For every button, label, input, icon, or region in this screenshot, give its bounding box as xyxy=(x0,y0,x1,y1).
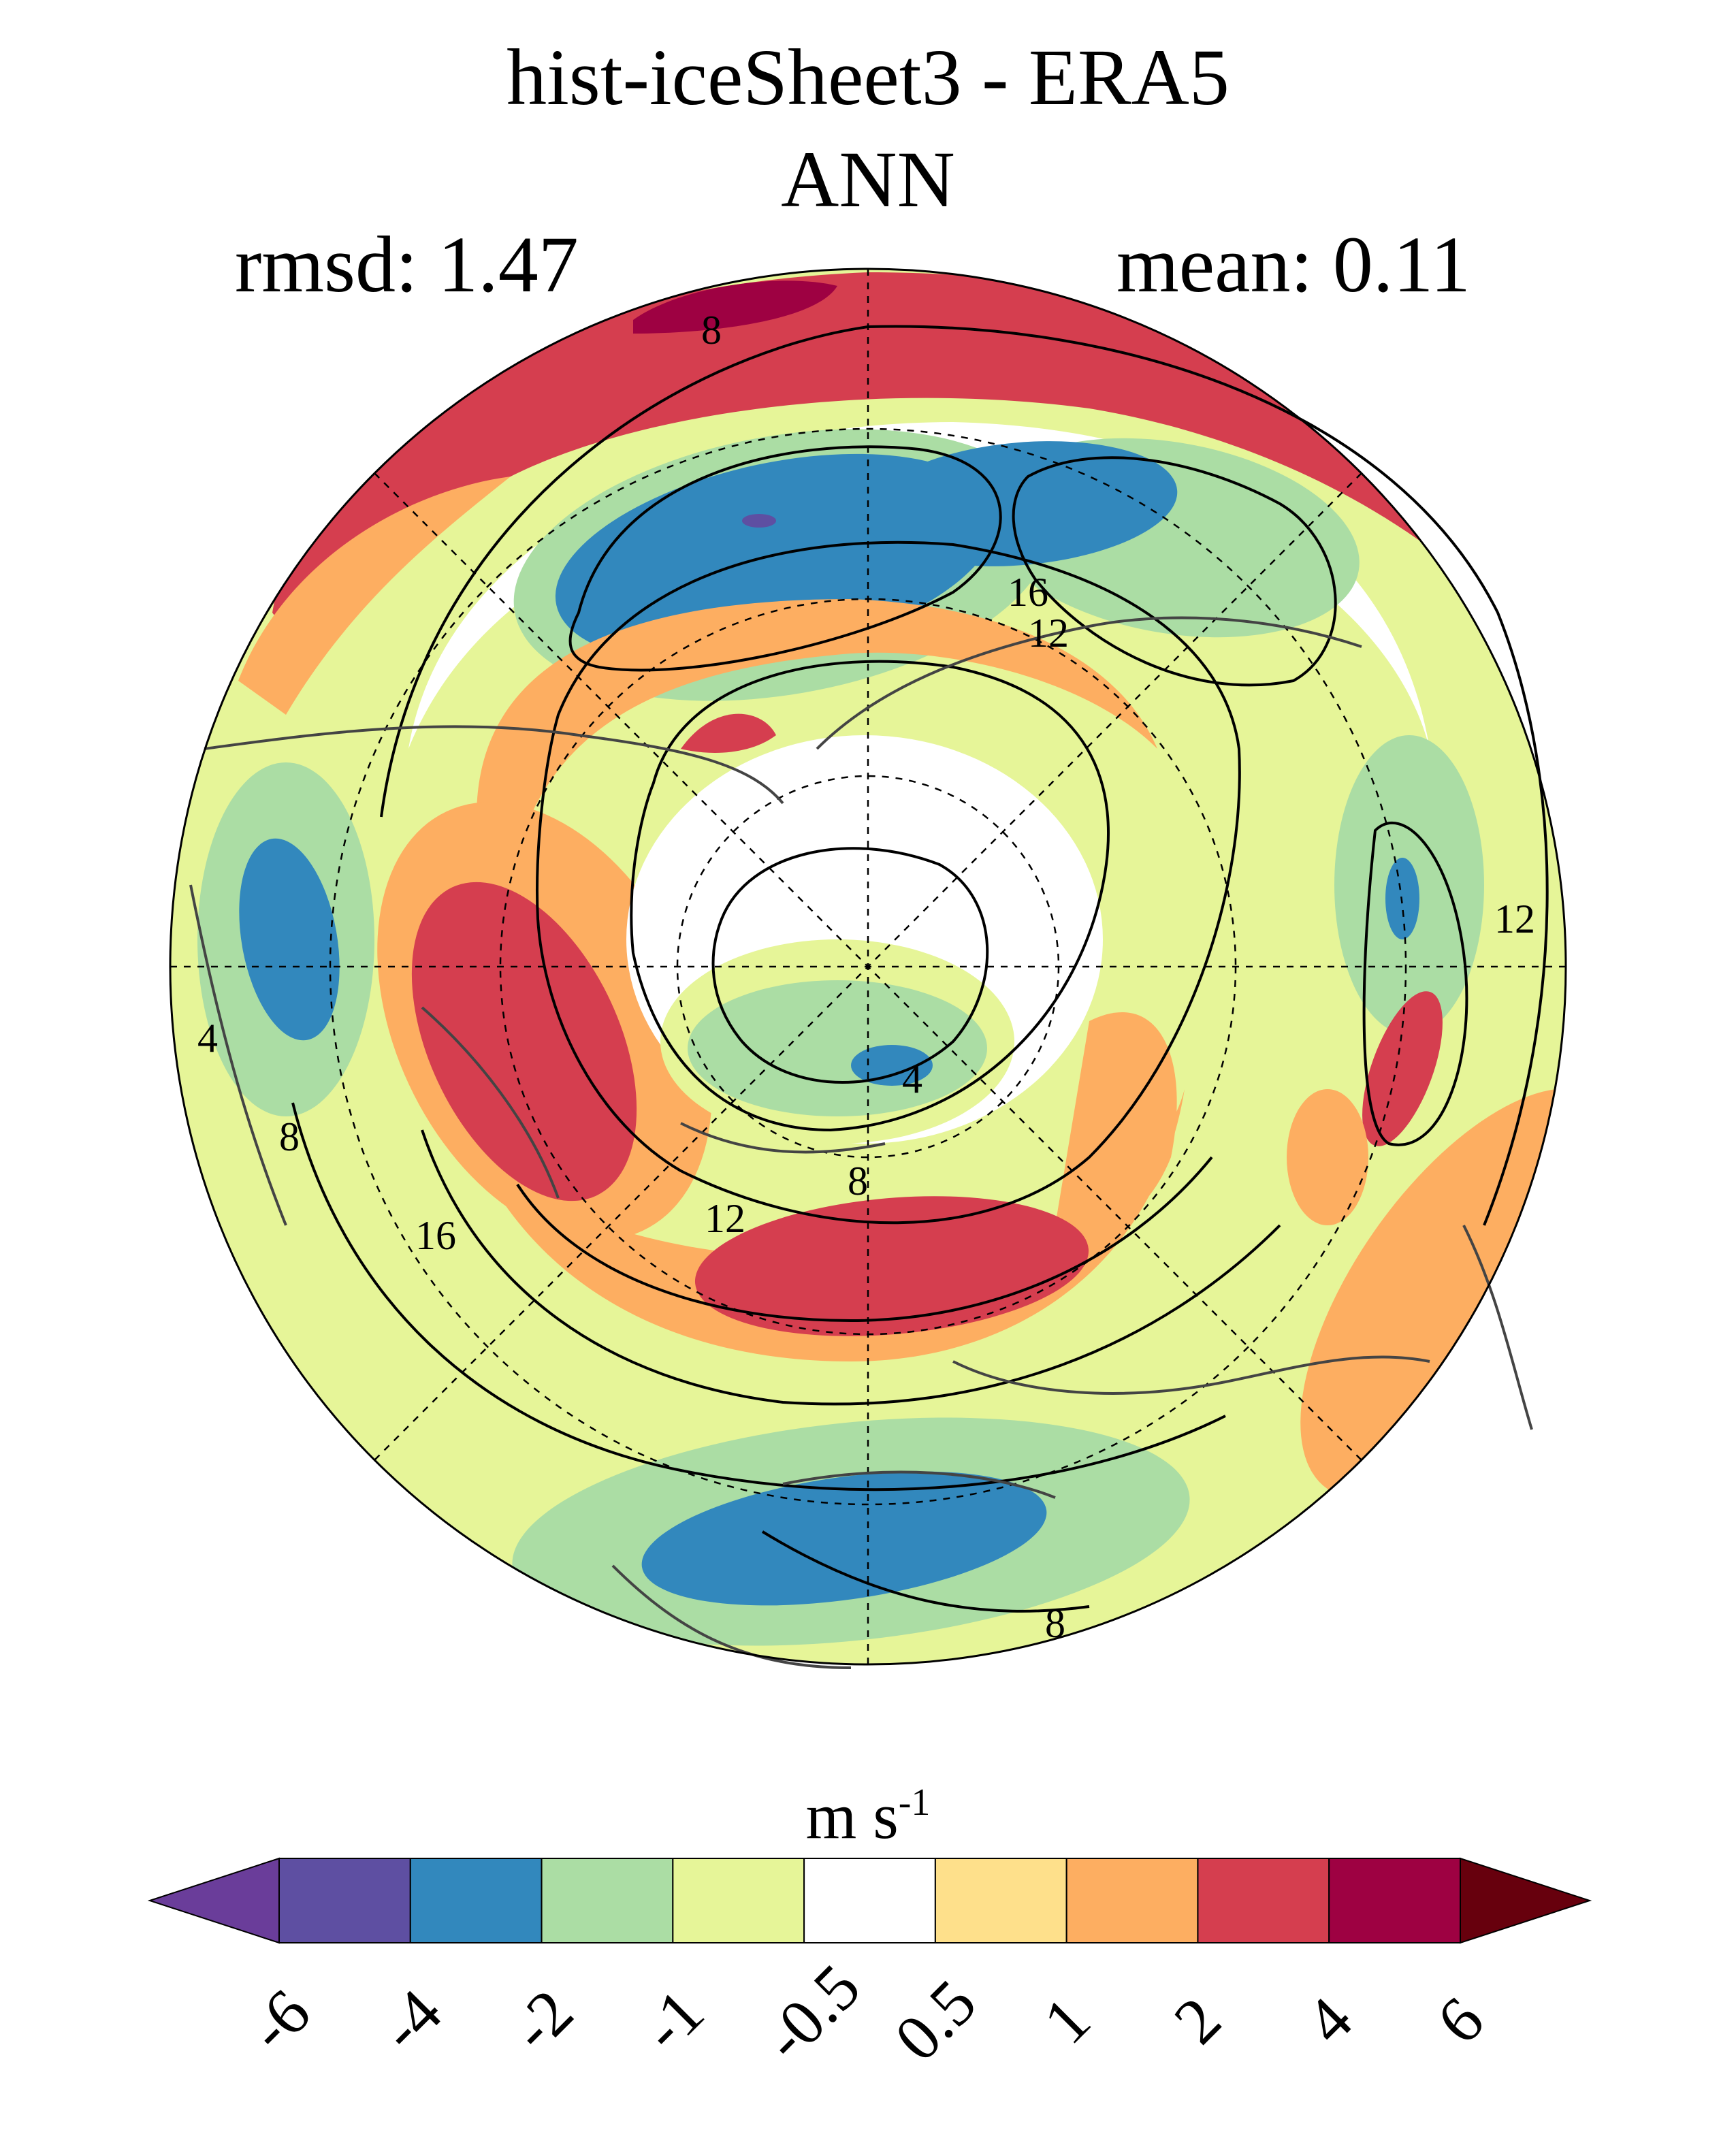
coastline xyxy=(816,616,1362,750)
anomaly-region xyxy=(742,514,776,528)
colorbar-over-triangle xyxy=(1460,1857,1592,1944)
coastline xyxy=(782,1470,1056,1499)
colorbar-box xyxy=(278,1858,411,1943)
coastline xyxy=(189,884,287,1226)
contour-line xyxy=(536,540,1241,1225)
anomaly-region xyxy=(1385,858,1419,939)
rmsd-stat: rmsd: 1.47 xyxy=(235,220,579,309)
contour-label: 16 xyxy=(415,1213,456,1258)
map-boundary xyxy=(169,268,1567,1666)
contour-line xyxy=(1012,456,1337,687)
contour-label: 16 xyxy=(1008,570,1048,615)
graticule xyxy=(170,269,1566,1664)
colorbar-under-triangle xyxy=(147,1857,280,1944)
contour-label: 12 xyxy=(705,1196,745,1241)
colorbar-box xyxy=(1328,1858,1461,1943)
anomaly-region xyxy=(1362,991,1443,1146)
colorbar-box xyxy=(803,1858,936,1943)
latitude-circle xyxy=(329,427,1407,1506)
plot-title: hist-iceSheet3 - ERA5 xyxy=(507,33,1229,122)
coastlines xyxy=(189,616,1533,1669)
anomaly-region xyxy=(1287,1089,1368,1225)
contour-line xyxy=(761,1530,1090,1613)
contour-line xyxy=(1362,822,1468,1146)
contour-line xyxy=(421,1129,1281,1406)
coastline xyxy=(952,1355,1430,1395)
anomaly-region xyxy=(865,441,1178,566)
anomaly-region xyxy=(641,1471,1047,1606)
contour-line xyxy=(630,660,1110,1132)
coastline xyxy=(680,1122,886,1154)
colorbar-boxes xyxy=(278,1858,1461,1943)
contour-label: 8 xyxy=(701,308,722,353)
contour-label: 8 xyxy=(848,1159,868,1204)
plot-subtitle: ANN xyxy=(781,135,955,224)
contour-label: 12 xyxy=(1494,897,1535,941)
contour-labels: 8 16 12 4 4 8 16 12 8 12 8 xyxy=(197,308,1535,1646)
anomaly-region xyxy=(633,280,837,334)
contour-line xyxy=(516,1156,1213,1323)
coastline xyxy=(204,725,784,805)
coastline xyxy=(1462,1225,1533,1430)
colorbar-box xyxy=(1065,1858,1199,1943)
anomaly-region xyxy=(1055,1012,1177,1233)
contour-label: 4 xyxy=(197,1016,218,1061)
units-base: m s xyxy=(805,1779,899,1852)
colorbar-box xyxy=(541,1858,674,1943)
contour-line xyxy=(291,1102,1226,1491)
coastline xyxy=(611,1564,852,1669)
anomaly-region xyxy=(477,599,1157,851)
contour-label: 8 xyxy=(1045,1601,1065,1646)
colorbar-box xyxy=(409,1858,543,1943)
climatology-contours xyxy=(291,325,1549,1613)
anomaly-region xyxy=(851,1045,933,1086)
contour-label: 4 xyxy=(902,1056,922,1101)
colorbar-box xyxy=(1197,1858,1330,1943)
anomaly-region xyxy=(238,477,511,715)
meridian-line xyxy=(374,472,1362,1461)
anomaly-region xyxy=(239,838,340,1041)
anomaly-region xyxy=(411,882,637,1201)
contour-line xyxy=(568,445,1002,672)
contour-label: 12 xyxy=(1028,611,1069,656)
contour-label: 8 xyxy=(279,1114,300,1159)
anomaly-region xyxy=(681,713,776,753)
units-exponent: -1 xyxy=(898,1781,931,1824)
mean-stat: mean: 0.11 xyxy=(1116,220,1470,309)
contour-line xyxy=(380,325,1549,1226)
contour-line xyxy=(711,847,989,1084)
coastline xyxy=(421,1006,560,1199)
colorbar-units: m s-1 xyxy=(0,1784,1736,1849)
colorbar-box xyxy=(934,1858,1067,1943)
colorbar-box xyxy=(672,1858,805,1943)
